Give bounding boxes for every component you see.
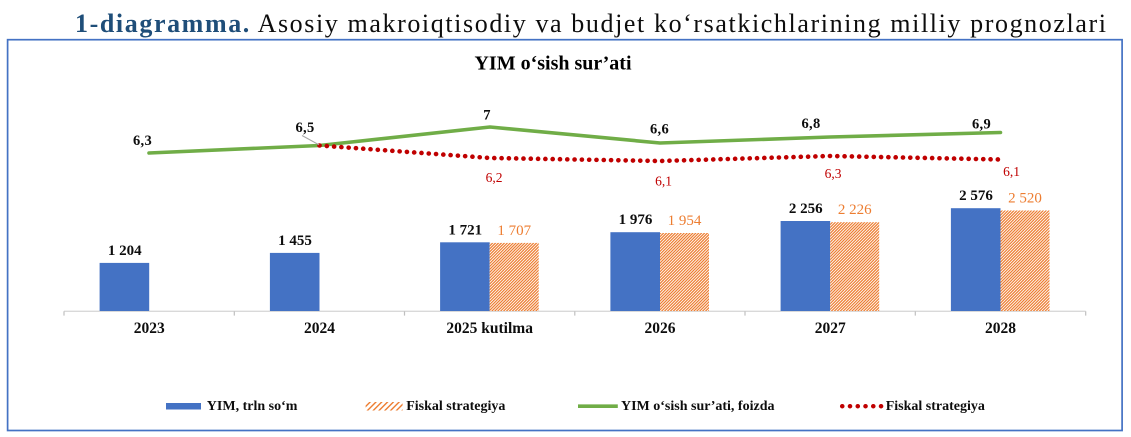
svg-text:6,1: 6,1 <box>1003 164 1020 179</box>
svg-text:1 976: 1 976 <box>619 212 653 228</box>
svg-text:YIM, trln so‘m: YIM, trln so‘m <box>207 399 298 414</box>
svg-text:YIM o‘sish sur’ati: YIM o‘sish sur’ati <box>474 53 631 75</box>
svg-text:6,1: 6,1 <box>655 174 672 189</box>
svg-text:2023: 2023 <box>134 320 165 337</box>
svg-text:1 721: 1 721 <box>448 222 482 238</box>
svg-text:2 576: 2 576 <box>959 188 993 204</box>
svg-text:6,5: 6,5 <box>295 120 314 136</box>
svg-text:2 520: 2 520 <box>1008 191 1042 207</box>
svg-text:7: 7 <box>483 107 491 123</box>
svg-text:2 256: 2 256 <box>789 201 823 217</box>
svg-text:Fiskal strategiya: Fiskal strategiya <box>886 399 985 414</box>
svg-text:2027: 2027 <box>815 320 846 337</box>
svg-text:2 226: 2 226 <box>838 202 872 218</box>
svg-text:6,2: 6,2 <box>486 170 503 185</box>
svg-text:1 204: 1 204 <box>108 243 142 259</box>
svg-text:2028: 2028 <box>985 320 1016 337</box>
svg-text:6,9: 6,9 <box>972 117 991 133</box>
svg-text:Fiskal strategiya: Fiskal strategiya <box>406 399 505 414</box>
svg-text:1-diagramma. Asosiy makroiqtis: 1-diagramma. Asosiy makroiqtisodiy va bu… <box>75 9 1108 38</box>
svg-text:2024: 2024 <box>304 320 335 337</box>
svg-text:1 954: 1 954 <box>668 213 702 229</box>
svg-text:2026: 2026 <box>645 320 676 337</box>
svg-text:6,3: 6,3 <box>825 166 842 181</box>
svg-text:YIM o‘sish sur’ati, foizda: YIM o‘sish sur’ati, foizda <box>621 399 774 414</box>
svg-text:1 455: 1 455 <box>278 233 312 249</box>
svg-text:6,3: 6,3 <box>133 133 152 149</box>
svg-text:6,6: 6,6 <box>650 122 669 138</box>
svg-text:6,8: 6,8 <box>801 116 820 132</box>
svg-text:1 707: 1 707 <box>497 223 531 239</box>
svg-text:2025 kutilma: 2025 kutilma <box>446 320 533 337</box>
